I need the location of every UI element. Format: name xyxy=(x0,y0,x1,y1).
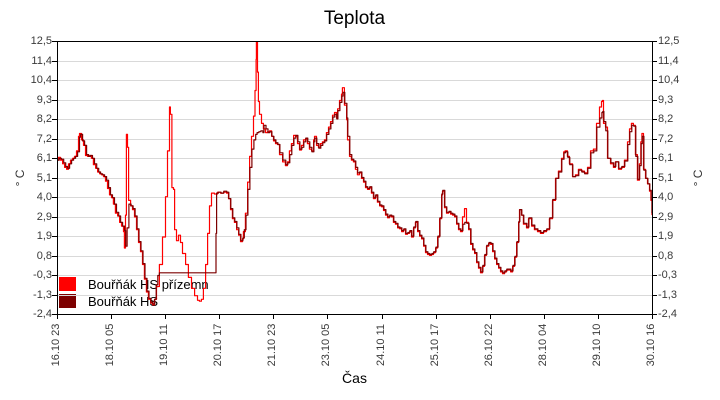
y-tick-label: -2,4 xyxy=(33,307,52,320)
y-tick-label: 0,8 xyxy=(658,249,674,262)
y-tick-label: 1,9 xyxy=(36,229,52,242)
y-tick-label: -0,3 xyxy=(658,268,677,281)
x-tick-label: 29.10 10 xyxy=(590,323,603,367)
y-tick-label: 12,5 xyxy=(30,34,52,47)
y-tick-label: 1,9 xyxy=(658,229,674,242)
y-tick-label: 8,2 xyxy=(658,112,674,125)
x-tick-label: 23.10 05 xyxy=(319,323,332,367)
x-axis-title: Čas xyxy=(342,370,367,386)
legend-label: Bouřňák HS přízemn xyxy=(88,276,209,292)
legend-item: Bouřňák HS xyxy=(59,293,209,309)
legend: Bouřňák HS přízemn Bouřňák HS xyxy=(59,276,209,310)
x-tick-label: 24.10 11 xyxy=(374,324,387,367)
y-tick-label: 11,4 xyxy=(658,54,679,67)
legend-label: Bouřňák HS xyxy=(88,293,159,309)
y-tick-label: 6,1 xyxy=(658,151,674,164)
x-tick-label: 25.10 17 xyxy=(428,323,441,367)
y-tick-label: -2,4 xyxy=(658,307,677,320)
x-tick-label: 30.10 16 xyxy=(644,323,657,367)
legend-swatch-darkred xyxy=(59,294,76,308)
y-tick-label: 0,8 xyxy=(36,249,52,262)
legend-item: Bouřňák HS přízemn xyxy=(59,276,209,292)
y-tick-label: 7,2 xyxy=(36,132,52,145)
y-tick-label: -1,3 xyxy=(658,288,677,301)
y-tick-label: -1,3 xyxy=(33,288,52,301)
y-tick-label: 7,2 xyxy=(658,132,674,145)
x-tick-label: 18.10 05 xyxy=(103,323,116,367)
x-tick-label: 26.10 22 xyxy=(482,323,495,367)
y-tick-label: 9,3 xyxy=(658,93,674,106)
y-tick-label: 9,3 xyxy=(36,93,52,106)
x-tick-label: 19.10 11 xyxy=(157,324,170,367)
y-tick-label: 12,5 xyxy=(658,34,680,47)
y-tick-label: 5,1 xyxy=(36,171,52,184)
y-tick-label: 2,9 xyxy=(658,210,674,223)
y-tick-label: 10,4 xyxy=(30,73,52,86)
legend-swatch-red xyxy=(59,277,76,291)
x-tick-label: 20.10 17 xyxy=(211,323,224,367)
y-tick-label: 11,4 xyxy=(31,54,52,67)
y-tick-label: 5,1 xyxy=(658,171,674,184)
y-tick-label: 4,0 xyxy=(658,190,674,203)
y-tick-label: 6,1 xyxy=(36,151,52,164)
chart-title: Teplota xyxy=(323,8,386,29)
x-tick-label: 16.10 23 xyxy=(49,323,62,367)
y-tick-label: 8,2 xyxy=(36,112,52,125)
y-tick-label: -0,3 xyxy=(33,268,52,281)
x-tick-label: 28.10 04 xyxy=(536,323,549,367)
y-tick-label: 2,9 xyxy=(36,210,52,223)
y-tick-label: 10,4 xyxy=(658,73,680,86)
y-tick-label: 4,0 xyxy=(36,190,52,203)
x-tick-label: 21.10 23 xyxy=(265,323,278,367)
